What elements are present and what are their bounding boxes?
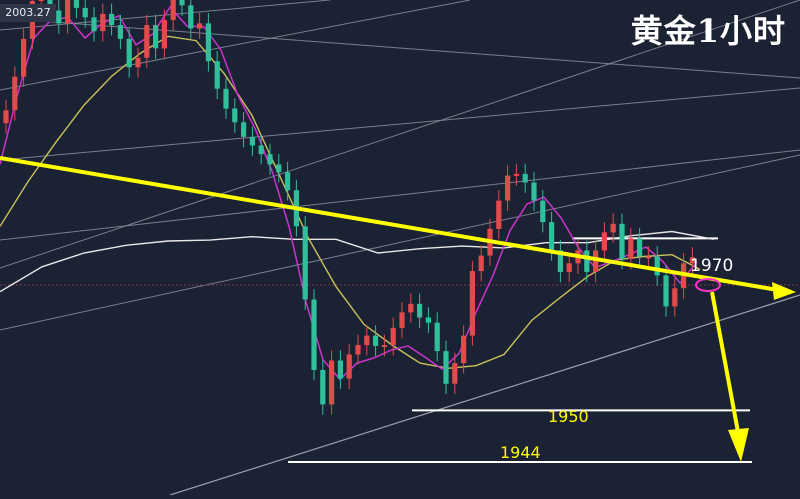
ma-fast-line — [0, 5, 698, 381]
projection-arrow-line — [710, 291, 740, 433]
candle-body-48 — [425, 317, 431, 323]
candle-body-9 — [82, 7, 88, 18]
candle-body-39 — [346, 354, 352, 379]
candle-body-66 — [584, 250, 590, 272]
candle-body-29 — [258, 145, 264, 155]
candle-body-78 — [689, 257, 695, 264]
candle-body-1 — [12, 76, 18, 111]
candle-body-10 — [91, 17, 97, 32]
trend-ray-1 — [0, 0, 471, 91]
support-trendline — [169, 294, 800, 496]
trend-ray-4 — [0, 154, 800, 331]
descending-trendline — [0, 156, 779, 292]
level-label-1944: 1944 — [500, 443, 541, 462]
candle-body-8 — [73, 0, 79, 8]
candle-body-76 — [672, 288, 678, 307]
chart-title: 黄金1小时 — [630, 12, 786, 50]
candle-body-40 — [355, 345, 361, 355]
ma-mid-line — [0, 35, 701, 370]
candle-body-53 — [469, 271, 475, 336]
candle-body-2 — [21, 38, 27, 77]
candle-body-54 — [478, 255, 484, 272]
candle-body-16 — [144, 25, 150, 58]
candle-body-34 — [302, 226, 308, 300]
candle-body-52 — [461, 335, 467, 364]
candle-body-42 — [373, 335, 379, 346]
candle-body-14 — [126, 38, 132, 68]
candle-body-23 — [205, 23, 211, 62]
candle-body-58 — [513, 173, 519, 176]
candle-body-17 — [153, 25, 159, 49]
trend-ray-6 — [0, 17, 800, 79]
trendline-arrowhead — [772, 282, 796, 300]
candle-body-32 — [285, 172, 291, 191]
candle-body-35 — [311, 299, 317, 370]
candle-body-37 — [329, 360, 335, 405]
candle-body-68 — [601, 232, 607, 251]
trend-ray-3 — [0, 149, 800, 241]
candle-body-44 — [390, 327, 396, 345]
candle-body-22 — [197, 23, 203, 29]
level-label-1970: 1970 — [690, 256, 734, 276]
candle-body-49 — [434, 322, 440, 352]
candle-body-43 — [381, 345, 387, 347]
candle-body-62 — [549, 222, 555, 251]
candle-body-12 — [109, 13, 115, 26]
candle-body-6 — [56, 10, 62, 24]
candle-body-45 — [399, 312, 405, 328]
candle-body-71 — [628, 238, 634, 259]
candle-body-26 — [232, 108, 238, 123]
candle-body-15 — [135, 57, 141, 68]
candle-body-50 — [443, 351, 449, 384]
candle-body-24 — [214, 61, 220, 89]
ma-slow-line — [0, 230, 715, 293]
candle-body-7 — [65, 0, 71, 24]
candle-body-72 — [637, 238, 643, 257]
candle-body-31 — [276, 164, 282, 173]
candle-body-69 — [610, 223, 616, 233]
candle-body-13 — [117, 25, 123, 39]
candle-body-30 — [267, 154, 273, 165]
candle-body-27 — [241, 122, 247, 137]
candle-body-70 — [619, 223, 625, 260]
candle-body-51 — [452, 363, 458, 384]
candle-body-25 — [223, 88, 229, 109]
candle-body-56 — [496, 200, 502, 229]
candle-body-47 — [417, 303, 423, 318]
candle-body-41 — [364, 335, 370, 346]
projection-arrowhead — [728, 428, 749, 462]
candle-body-11 — [100, 13, 106, 32]
candle-body-74 — [654, 256, 660, 276]
candle-body-60 — [531, 182, 537, 201]
candle-body-0 — [3, 110, 9, 124]
highlight-ellipse-1970 — [695, 278, 721, 292]
candle-body-59 — [522, 173, 528, 183]
trend-ray-2 — [0, 87, 800, 161]
candle-body-28 — [249, 136, 255, 146]
candle-body-64 — [566, 263, 572, 272]
trend-ray-0 — [0, 0, 800, 269]
candle-body-73 — [645, 256, 651, 259]
candle-body-36 — [320, 370, 326, 405]
candle-body-57 — [505, 175, 511, 201]
candle-body-61 — [540, 200, 546, 223]
level-label-1950: 1950 — [548, 407, 589, 426]
candle-body-21 — [188, 5, 194, 29]
candle-body-19 — [170, 0, 176, 20]
candle-body-38 — [337, 360, 343, 379]
candle-body-67 — [593, 250, 599, 272]
current-price-tag: 2003.27 — [0, 4, 56, 22]
candle-body-4 — [38, 0, 44, 1]
candle-body-18 — [161, 20, 167, 49]
candle-body-20 — [179, 0, 185, 6]
candle-body-63 — [557, 250, 563, 272]
candle-body-46 — [408, 303, 414, 313]
candle-body-75 — [663, 275, 669, 307]
